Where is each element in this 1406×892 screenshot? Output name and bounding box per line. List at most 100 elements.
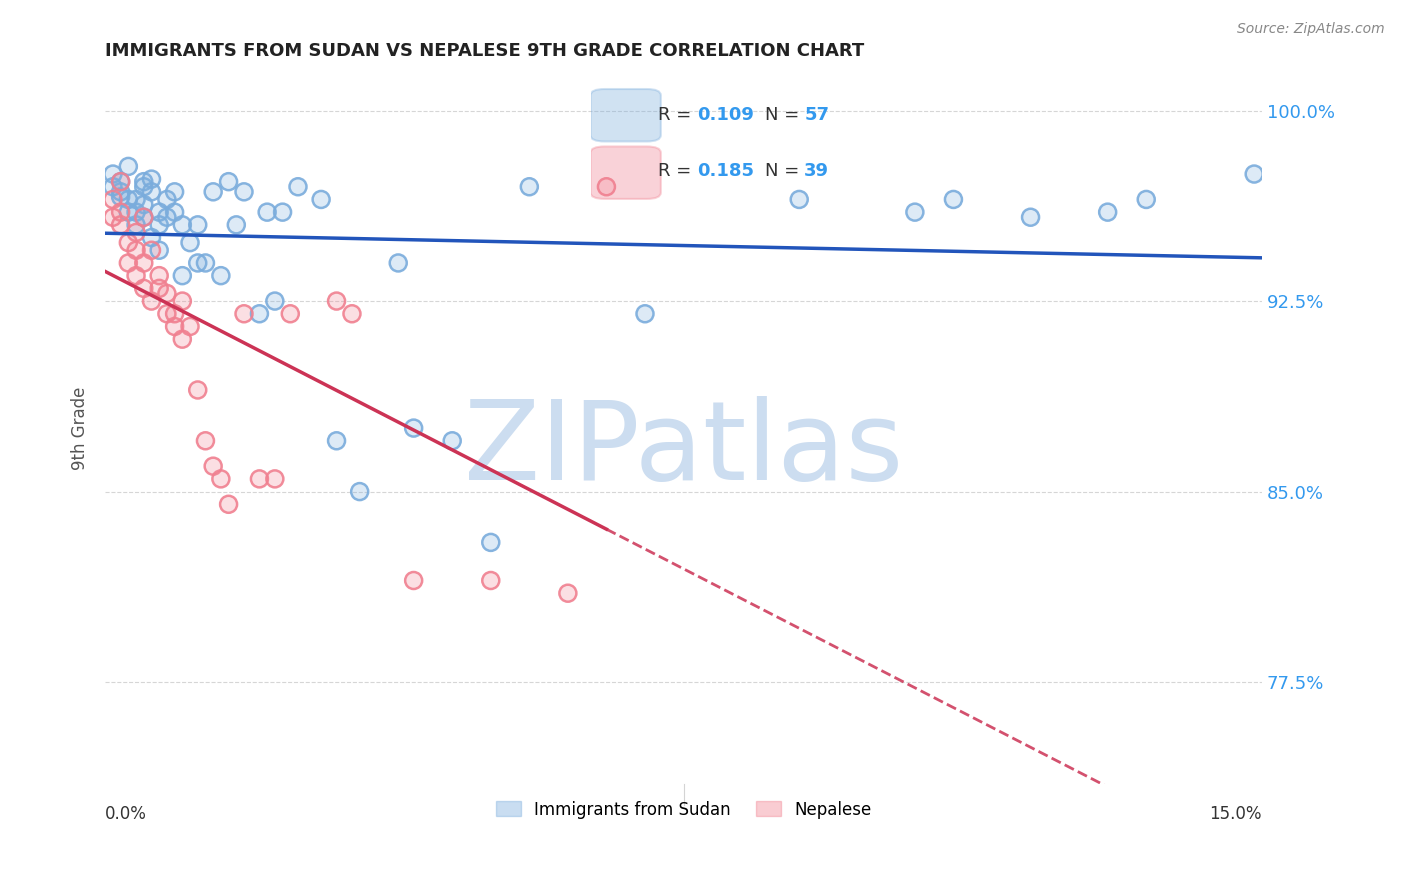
Point xyxy=(179,319,201,334)
Point xyxy=(141,185,163,199)
Point xyxy=(172,294,194,309)
Point xyxy=(942,193,965,207)
Point xyxy=(402,421,425,435)
Text: N =: N = xyxy=(765,161,804,180)
Text: 57: 57 xyxy=(804,105,830,124)
Point xyxy=(110,175,132,189)
Point xyxy=(202,459,225,474)
Point xyxy=(1243,167,1265,181)
Point xyxy=(287,179,309,194)
Point xyxy=(148,218,170,232)
Point xyxy=(278,307,301,321)
Point xyxy=(125,244,148,258)
Point xyxy=(141,230,163,244)
Point xyxy=(132,211,155,225)
Point xyxy=(218,497,240,511)
Point xyxy=(101,193,124,207)
FancyBboxPatch shape xyxy=(591,89,661,142)
Point xyxy=(479,535,502,549)
Point xyxy=(163,185,186,199)
Point xyxy=(117,235,139,250)
Point xyxy=(202,459,225,474)
Point xyxy=(278,307,301,321)
Point xyxy=(156,193,179,207)
Point xyxy=(156,307,179,321)
Point xyxy=(141,294,163,309)
Point xyxy=(557,586,579,600)
Point xyxy=(387,256,409,270)
Point xyxy=(340,307,363,321)
Point xyxy=(156,211,179,225)
Point xyxy=(101,211,124,225)
Point xyxy=(172,218,194,232)
Point xyxy=(402,574,425,588)
Point xyxy=(441,434,464,448)
Point xyxy=(156,193,179,207)
Point xyxy=(179,319,201,334)
Point xyxy=(517,179,540,194)
Point xyxy=(218,175,240,189)
Text: R =: R = xyxy=(658,105,697,124)
Point xyxy=(117,256,139,270)
Point xyxy=(117,160,139,174)
Point xyxy=(148,268,170,283)
Point xyxy=(441,434,464,448)
Point xyxy=(787,193,810,207)
Point xyxy=(263,294,285,309)
Point xyxy=(117,205,139,219)
Point xyxy=(132,197,155,211)
Point xyxy=(179,235,201,250)
Point xyxy=(209,268,232,283)
Point xyxy=(349,484,371,499)
Legend: Immigrants from Sudan, Nepalese: Immigrants from Sudan, Nepalese xyxy=(489,794,877,825)
Point xyxy=(163,319,186,334)
Point xyxy=(148,244,170,258)
Point xyxy=(325,434,347,448)
Point xyxy=(595,179,617,194)
Point xyxy=(634,307,657,321)
Point xyxy=(187,383,209,397)
Point xyxy=(132,175,155,189)
Point xyxy=(141,244,163,258)
Point xyxy=(110,190,132,204)
Point xyxy=(156,286,179,301)
Point xyxy=(110,175,132,189)
Point xyxy=(1097,205,1119,219)
Point xyxy=(163,307,186,321)
Point xyxy=(148,218,170,232)
Point xyxy=(125,193,148,207)
Point xyxy=(479,574,502,588)
Point xyxy=(517,179,540,194)
Point xyxy=(942,193,965,207)
Point xyxy=(163,205,186,219)
Point xyxy=(309,193,332,207)
Point xyxy=(271,205,294,219)
Point xyxy=(287,179,309,194)
Point xyxy=(132,211,155,225)
Text: N =: N = xyxy=(765,105,804,124)
Point xyxy=(225,218,247,232)
Point xyxy=(132,197,155,211)
Point xyxy=(156,286,179,301)
Point xyxy=(249,472,271,486)
Point xyxy=(349,484,371,499)
Point xyxy=(1135,193,1157,207)
Point xyxy=(117,193,139,207)
Point xyxy=(402,574,425,588)
Point xyxy=(179,235,201,250)
Point xyxy=(787,193,810,207)
Point xyxy=(132,256,155,270)
Point xyxy=(557,586,579,600)
Point xyxy=(325,294,347,309)
Point xyxy=(218,497,240,511)
Point xyxy=(387,256,409,270)
Text: 39: 39 xyxy=(804,161,830,180)
Point xyxy=(595,179,617,194)
Point xyxy=(141,294,163,309)
Point xyxy=(163,319,186,334)
Point xyxy=(110,185,132,199)
Point xyxy=(634,307,657,321)
Point xyxy=(325,434,347,448)
Point xyxy=(132,175,155,189)
Point xyxy=(1243,167,1265,181)
